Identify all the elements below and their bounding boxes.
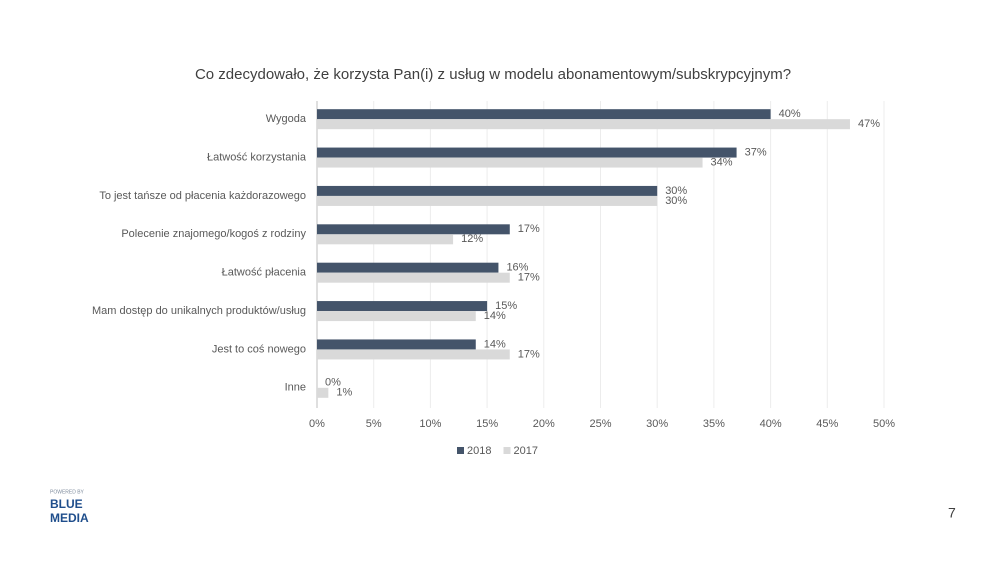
x-tick-label: 50% — [873, 418, 895, 430]
bar — [317, 147, 737, 158]
value-label: 30% — [665, 185, 687, 197]
x-tick-label: 35% — [703, 418, 725, 430]
value-label: 37% — [745, 146, 767, 158]
bar — [317, 185, 658, 196]
value-label: 14% — [484, 338, 506, 350]
bar — [317, 157, 703, 168]
value-label: 47% — [858, 118, 880, 130]
value-label: 0% — [325, 377, 341, 389]
bar — [317, 339, 476, 350]
value-label: 30% — [665, 195, 687, 207]
value-label: 12% — [461, 233, 483, 245]
value-label: 16% — [506, 262, 528, 274]
category-label: Mam dostęp do unikalnych produktów/usług — [92, 305, 306, 317]
legend-label: 2018 — [467, 445, 491, 457]
bar — [317, 234, 454, 245]
value-label: 17% — [518, 348, 540, 360]
value-label: 14% — [484, 310, 506, 322]
x-tick-label: 40% — [760, 418, 782, 430]
x-tick-label: 25% — [589, 418, 611, 430]
x-tick-label: 20% — [533, 418, 555, 430]
bar — [317, 224, 510, 235]
category-label: Wygoda — [266, 113, 307, 125]
bar — [317, 349, 510, 360]
bar — [317, 387, 329, 398]
value-label: 40% — [779, 108, 801, 120]
logo-text: BLUE — [50, 497, 83, 511]
x-tick-label: 45% — [816, 418, 838, 430]
category-label: Łatwość korzystania — [207, 151, 307, 163]
category-label: Inne — [285, 382, 306, 394]
bar — [317, 272, 510, 283]
bar — [317, 109, 771, 120]
x-tick-label: 5% — [366, 418, 382, 430]
x-tick-label: 0% — [309, 418, 325, 430]
value-label: 15% — [495, 300, 517, 312]
legend-swatch — [503, 447, 511, 454]
x-tick-label: 10% — [419, 418, 441, 430]
value-label: 17% — [518, 223, 540, 235]
bar — [317, 301, 488, 312]
legend-label: 2017 — [513, 445, 537, 457]
category-label: Polecenie znajomego/kogoś z rodziny — [121, 228, 306, 240]
value-label: 17% — [518, 272, 540, 284]
value-label: 34% — [711, 156, 733, 168]
bar — [317, 262, 499, 273]
x-tick-label: 30% — [646, 418, 668, 430]
category-label: To jest tańsze od płacenia każdorazowego — [99, 190, 306, 202]
bar — [317, 195, 658, 206]
page-number: 7 — [948, 505, 956, 521]
chart-title: Co zdecydowało, że korzysta Pan(i) z usł… — [195, 66, 791, 83]
x-tick-label: 15% — [476, 418, 498, 430]
legend-swatch — [457, 447, 464, 454]
category-label: Łatwość płacenia — [222, 267, 307, 279]
bar — [317, 119, 850, 130]
logo-text: MEDIA — [50, 511, 89, 525]
value-label: 1% — [336, 387, 352, 399]
category-label: Jest to coś nowego — [212, 343, 306, 355]
logo-tagline: POWERED BY — [50, 489, 85, 495]
bar — [317, 311, 476, 322]
